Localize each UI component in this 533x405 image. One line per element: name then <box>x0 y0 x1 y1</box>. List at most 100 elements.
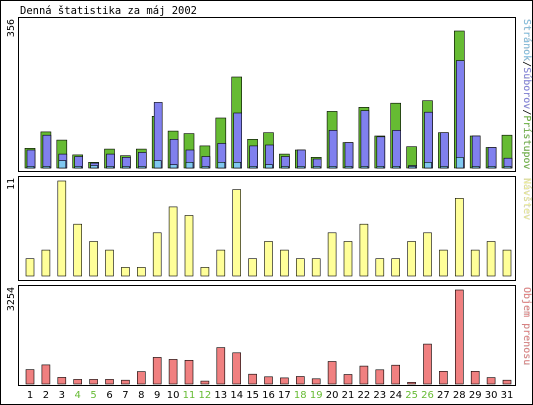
bar-navstev-day-24 <box>391 258 401 277</box>
bar-objem-day-13 <box>216 347 226 385</box>
bar-navstev-day-7 <box>121 267 130 277</box>
bar-objem-day-25 <box>407 381 416 385</box>
day-label-16: 16 <box>262 390 275 401</box>
bar-stranok-day-23 <box>376 166 385 169</box>
day-label-25: 25 <box>405 390 418 401</box>
bar-objem-day-29 <box>470 370 480 385</box>
bar-navstev-day-23 <box>375 258 385 277</box>
bar-navstev-day-29 <box>470 249 480 277</box>
bar-pristupov-day-25 <box>406 146 417 169</box>
bar-stranok-day-14 <box>233 162 241 169</box>
bar-objem-day-1 <box>25 369 35 385</box>
bar-navstev-day-4 <box>73 223 82 277</box>
bar-navstev-day-21 <box>343 241 353 277</box>
day-label-30: 30 <box>485 390 498 401</box>
bar-objem-day-18 <box>295 376 305 385</box>
bar-objem-day-19 <box>311 378 321 385</box>
panel-legend-volume: Objem prenosu <box>521 287 532 365</box>
panel-max-label-volume: 3254 <box>6 287 17 311</box>
bar-objem-day-24 <box>391 364 401 385</box>
legend-separator: / <box>521 61 532 67</box>
panel-visits: 11 Návštev <box>6 176 533 281</box>
day-label-13: 13 <box>214 390 227 401</box>
bar-suborov-day-15 <box>249 145 258 169</box>
bar-navstev-day-2 <box>41 249 51 277</box>
bar-suborov-day-22 <box>360 110 370 169</box>
bar-objem-day-2 <box>41 364 51 385</box>
panel-legend-hits: Stránok/Súborov/Prístupov <box>521 19 533 170</box>
bar-navstev-day-25 <box>407 241 416 277</box>
day-label-23: 23 <box>373 390 386 401</box>
panel-frame-volume <box>18 285 516 386</box>
day-label-22: 22 <box>358 390 371 401</box>
bar-stranok-day-22 <box>360 166 369 169</box>
bar-objem-day-28 <box>454 289 464 385</box>
bar-stranok-day-27 <box>440 166 448 169</box>
bar-stranok-day-2 <box>42 166 51 169</box>
bar-objem-day-10 <box>168 359 178 385</box>
bar-navstev-day-18 <box>295 258 305 277</box>
bar-suborov-day-24 <box>392 130 402 169</box>
bar-suborov-day-18 <box>296 149 306 169</box>
bar-stranok-day-19 <box>312 166 321 169</box>
bar-stranok-day-29 <box>471 166 480 169</box>
bar-stranok-day-3 <box>58 160 67 169</box>
bar-objem-day-16 <box>264 376 273 385</box>
bar-stranok-day-25 <box>408 166 416 169</box>
bar-stranok-day-11 <box>185 162 194 169</box>
bar-navstev-day-8 <box>137 267 146 277</box>
panel-legend-visits: Návštev <box>521 178 533 220</box>
bar-stranok-day-21 <box>344 166 353 169</box>
bar-stranok-day-5 <box>90 165 98 169</box>
day-label-21: 21 <box>342 390 355 401</box>
bar-navstev-day-16 <box>264 241 273 277</box>
bar-objem-day-6 <box>105 379 114 385</box>
bar-stranok-day-15 <box>249 166 257 169</box>
bar-stranok-day-7 <box>122 166 130 169</box>
bar-stranok-day-13 <box>217 162 226 169</box>
bar-objem-day-15 <box>248 373 257 385</box>
day-label-18: 18 <box>294 390 307 401</box>
legend-entry-objem: Objem prenosu <box>521 287 532 365</box>
bar-stranok-day-28 <box>455 157 464 169</box>
bar-objem-day-31 <box>502 379 512 385</box>
panel-volume: 3254 Objem prenosu <box>6 285 532 386</box>
bar-suborov-day-23 <box>376 136 386 169</box>
day-label-31: 31 <box>501 390 514 401</box>
bar-suborov-day-9 <box>153 102 163 169</box>
bar-objem-day-27 <box>439 370 448 385</box>
day-label-14: 14 <box>230 390 243 401</box>
bar-suborov-day-21 <box>344 142 354 169</box>
bar-stranok-day-26 <box>424 162 432 169</box>
bar-objem-day-22 <box>359 365 369 385</box>
day-label-26: 26 <box>421 390 434 401</box>
bar-navstev-day-6 <box>105 249 114 277</box>
bar-stranok-day-12 <box>201 166 210 169</box>
day-label-2: 2 <box>43 390 49 401</box>
bar-suborov-day-10 <box>169 139 179 169</box>
chart-title: Denná štatistika za máj 2002 <box>20 5 197 17</box>
bar-navstev-day-14 <box>232 189 241 277</box>
day-label-7: 7 <box>122 390 128 401</box>
bar-navstev-day-28 <box>454 198 464 277</box>
legend-entry-suborov: Súborov <box>521 67 533 109</box>
day-label-3: 3 <box>59 390 65 401</box>
day-label-9: 9 <box>154 390 160 401</box>
bar-objem-day-4 <box>73 379 82 385</box>
day-label-19: 19 <box>310 390 323 401</box>
bar-objem-day-20 <box>327 361 337 385</box>
bar-stranok-day-10 <box>169 164 178 169</box>
day-label-29: 29 <box>469 390 482 401</box>
day-label-1: 1 <box>27 390 33 401</box>
bar-objem-day-30 <box>486 377 496 385</box>
bar-navstev-day-11 <box>184 215 194 277</box>
panel-hits: 356 Stránok/Súborov/Prístupov <box>6 17 533 172</box>
bar-objem-day-14 <box>232 352 241 385</box>
bar-objem-day-7 <box>121 379 130 385</box>
bar-objem-day-11 <box>184 359 194 385</box>
day-label-10: 10 <box>167 390 180 401</box>
panel-max-label-visits: 11 <box>6 178 17 190</box>
bar-objem-day-17 <box>280 377 289 385</box>
bar-stranok-day-6 <box>106 166 114 169</box>
